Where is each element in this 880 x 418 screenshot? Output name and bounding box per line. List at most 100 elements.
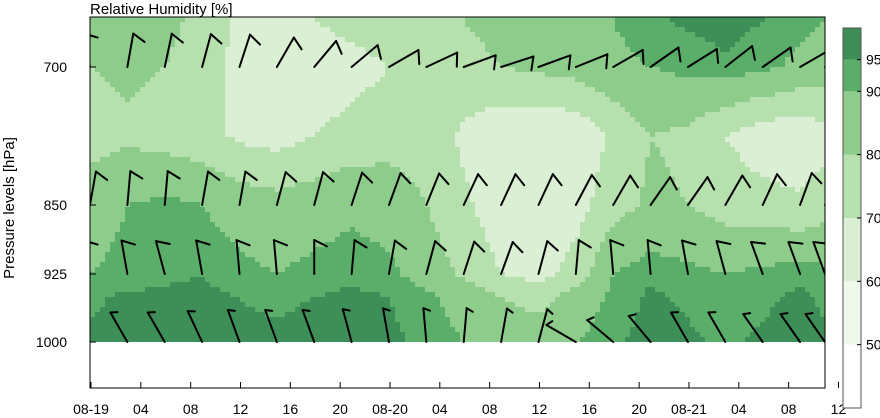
rh-cell: [610, 22, 616, 28]
rh-cell: [325, 92, 331, 98]
rh-cell: [240, 62, 246, 68]
rh-cell: [305, 37, 311, 43]
rh-cell: [460, 162, 466, 168]
rh-cell: [555, 32, 561, 38]
rh-cell: [490, 32, 496, 38]
rh-cell: [665, 62, 671, 68]
rh-cell: [280, 22, 286, 28]
rh-cell: [610, 182, 616, 188]
rh-cell: [670, 167, 676, 173]
rh-cell: [735, 82, 741, 88]
rh-cell: [820, 47, 825, 53]
rh-cell: [550, 27, 556, 33]
rh-cell: [465, 127, 471, 133]
rh-cell: [655, 127, 661, 133]
rh-cell: [270, 107, 276, 113]
rh-cell: [350, 97, 356, 103]
rh-cell: [790, 37, 796, 43]
rh-cell: [500, 177, 506, 183]
rh-cell: [820, 122, 825, 128]
rh-cell: [120, 172, 126, 178]
rh-cell: [200, 42, 206, 48]
rh-cell: [530, 97, 536, 103]
rh-cell: [280, 152, 286, 158]
rh-cell: [290, 127, 296, 133]
rh-cell: [500, 137, 506, 143]
rh-cell: [100, 132, 106, 138]
rh-cell: [190, 37, 196, 43]
rh-cell: [160, 27, 166, 33]
rh-cell: [275, 107, 281, 113]
rh-cell: [705, 42, 711, 48]
rh-cell: [200, 182, 206, 188]
rh-cell: [675, 177, 681, 183]
rh-cell: [680, 92, 686, 98]
rh-cell: [325, 182, 331, 188]
rh-cell: [280, 132, 286, 138]
rh-cell: [265, 177, 271, 183]
rh-cell: [285, 27, 291, 33]
rh-cell: [485, 102, 491, 108]
rh-cell: [570, 162, 576, 168]
rh-cell: [785, 62, 791, 68]
rh-cell: [360, 57, 366, 63]
rh-cell: [490, 62, 496, 68]
rh-cell: [180, 42, 186, 48]
rh-cell: [370, 32, 376, 38]
rh-cell: [265, 107, 271, 113]
rh-cell: [410, 162, 416, 168]
rh-cell: [650, 152, 656, 158]
rh-cell: [605, 157, 611, 163]
rh-cell: [365, 92, 371, 98]
rh-cell: [120, 57, 126, 63]
rh-cell: [460, 72, 466, 78]
rh-cell: [260, 42, 266, 48]
rh-cell: [570, 22, 576, 28]
rh-cell: [285, 17, 291, 23]
rh-cell: [640, 42, 646, 48]
rh-cell: [685, 142, 691, 148]
rh-cell: [255, 32, 261, 38]
rh-cell: [365, 62, 371, 68]
rh-cell: [710, 182, 716, 188]
rh-cell: [615, 167, 621, 173]
rh-cell: [570, 127, 576, 133]
rh-cell: [490, 42, 496, 48]
rh-cell: [245, 127, 251, 133]
rh-cell: [205, 22, 211, 28]
rh-cell: [270, 112, 276, 118]
rh-cell: [760, 22, 766, 28]
rh-cell: [260, 37, 266, 43]
rh-cell: [775, 57, 781, 63]
rh-cell: [430, 167, 436, 173]
rh-cell: [145, 122, 151, 128]
rh-cell: [480, 72, 486, 78]
rh-cell: [295, 112, 301, 118]
rh-cell: [305, 107, 311, 113]
rh-cell: [205, 72, 211, 78]
rh-cell: [195, 32, 201, 38]
rh-cell: [260, 157, 266, 163]
rh-cell: [380, 102, 386, 108]
rh-cell: [795, 132, 801, 138]
rh-cell: [615, 157, 621, 163]
rh-cell: [695, 87, 701, 93]
rh-cell: [485, 137, 491, 143]
rh-cell: [660, 162, 666, 168]
rh-cell: [255, 157, 261, 163]
rh-cell: [340, 177, 346, 183]
rh-cell: [470, 77, 476, 83]
rh-cell: [710, 77, 716, 83]
rh-cell: [420, 162, 426, 168]
rh-cell: [590, 87, 596, 93]
rh-cell: [790, 67, 796, 73]
rh-cell: [250, 57, 256, 63]
rh-cell: [560, 42, 566, 48]
rh-cell: [325, 107, 331, 113]
rh-cell: [245, 17, 251, 23]
rh-cell: [495, 62, 501, 68]
rh-cell: [105, 47, 111, 53]
rh-cell: [805, 152, 811, 158]
rh-cell: [525, 102, 531, 108]
rh-cell: [525, 167, 531, 173]
